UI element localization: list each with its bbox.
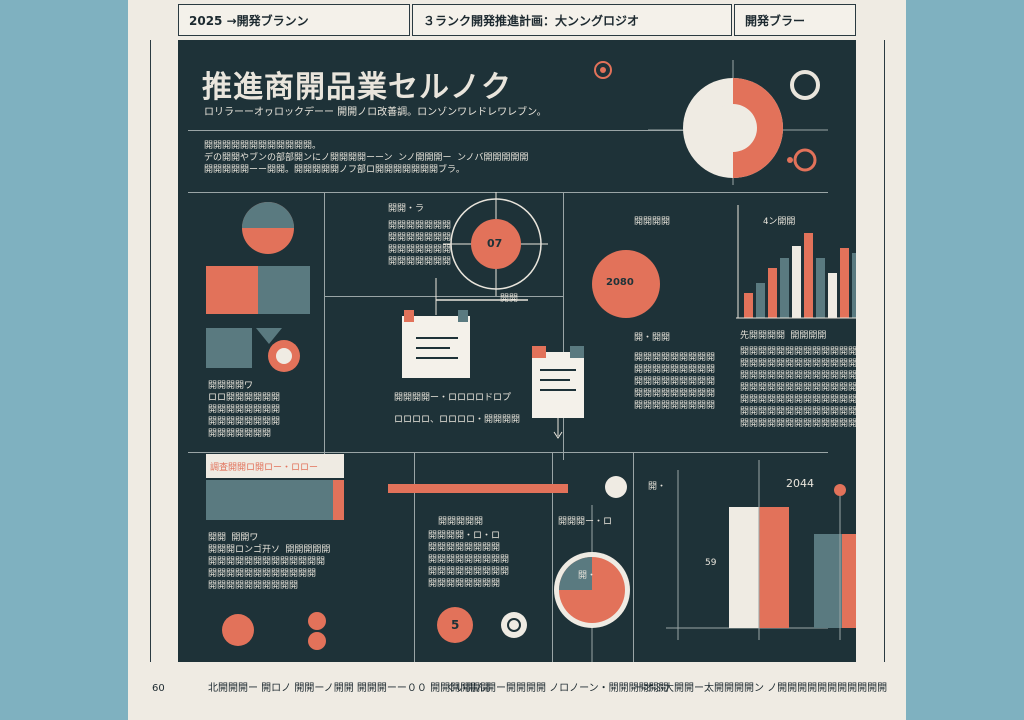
header-bar: 2025 →開発ブランン ３ランク開発推進計画：大ンングロジオ 開発ブラー: [128, 0, 906, 40]
triangle-icon: [256, 328, 282, 344]
intro-text: 開開開開開開開開開開開開。 デの開開やブンの部部開ンにノ開開開開ーーン ンノ開開…: [204, 141, 529, 175]
bar-accent-2: [842, 534, 856, 628]
footer-bar: 60 北開開開ー 開ロノ 開開ーノ開開 開開開ーー００ 開開開開開開 ぐい開ん開…: [128, 672, 906, 720]
label-bar: [206, 454, 344, 478]
chart-bar: [816, 258, 825, 318]
coin-icon: [501, 612, 527, 638]
page-title: 推進商開品業セルノク: [202, 70, 512, 105]
section-a-text-2: 開開 開開ワ 開開開ロンゴ开ソ 開開開開開 開開開開開開開開開開開開開 開開開開…: [208, 533, 331, 591]
chart-bar: [828, 273, 837, 318]
section-c-sublabel: 開・開開: [634, 333, 671, 343]
tile-teal-small: [206, 328, 252, 368]
footer-column-3: ーオぶ大開開ー太開開開開ン ノ開開開開開開開開開開開: [634, 683, 888, 694]
value-circle-label: 2080: [606, 277, 634, 288]
chart-bar: [768, 268, 777, 318]
target-icon: [594, 61, 612, 79]
document-icon-2: [532, 346, 584, 439]
number-circle: [437, 607, 473, 643]
divider: [188, 192, 828, 193]
bar-teal: [814, 534, 842, 628]
section-b-text-2: 開開開開・ロ・ロ 開開開開開開開開 開開開開開開開開開 開開開開開開開開開 開開…: [428, 531, 510, 589]
donut-chart-top: [648, 60, 828, 185]
section-a-text: 開開開開ワ ロロ開開開開開開 開開開開開開開開 開開開開開開開開 開開開開開開開: [208, 381, 281, 439]
tile-accent: [206, 266, 258, 314]
section-c-text: 開開開開開開開開開 開開開開開開開開開 開開開開開開開開開 開開開開開開開開開 …: [634, 353, 716, 411]
value-circle: [592, 250, 660, 318]
teal-bar: [206, 480, 344, 520]
chart-bar: [792, 246, 801, 318]
slider-label: 開開開開開: [438, 517, 484, 527]
ring-icon: [790, 70, 820, 100]
footer-number: 60: [152, 683, 165, 694]
bar-accent: [759, 507, 789, 628]
divider: [633, 452, 634, 662]
dot-small: [308, 632, 326, 650]
graphics-layer: [206, 60, 856, 662]
divider: [188, 130, 688, 131]
dot-large: [222, 614, 254, 646]
footer-column-2: ぐい開ん開ー開開開開 ノロノーン・開開開開開開: [446, 683, 669, 694]
divider: [414, 452, 415, 662]
dot-icon: [787, 157, 793, 163]
slider-tail: 開・: [648, 482, 667, 492]
chart-bar: [756, 283, 765, 318]
section-b-heading: 開開・ラ: [388, 204, 425, 214]
pie-label: 開・: [578, 571, 597, 581]
divider: [324, 296, 563, 297]
bar-chart: [744, 233, 856, 318]
tile-teal: [258, 266, 310, 314]
header-cell-title: ３ランク開発推進計画：大ンングロジオ: [412, 4, 732, 36]
header-cell-tag: 開発ブラー: [734, 4, 856, 36]
slider-knob[interactable]: [605, 476, 627, 498]
target-icon-dot: [600, 67, 606, 73]
divider: [552, 452, 553, 662]
label-bar-text: 調査開開ロ開ロー・ロロー: [210, 463, 319, 473]
divider: [188, 452, 828, 453]
chart-left-label: 59: [705, 558, 717, 568]
left-rule: [150, 40, 151, 662]
chart-bar: [780, 258, 789, 318]
main-panel: 推進商開品業セルノク ロリラーーオヮロックデーー 開開ノロ改善調。ロンゾンワレド…: [178, 40, 856, 662]
divider: [563, 192, 564, 460]
subtitle: ロリラーーオヮロックデーー 開開ノロ改善調。ロンゾンワレドレワレブン。: [204, 107, 547, 118]
ring-icon-small: [793, 148, 817, 172]
section-c-heading: 開開開開: [634, 217, 671, 227]
bar-white: [729, 507, 759, 628]
chart-year-label: 2044: [786, 477, 814, 490]
doc-caption-2: ロロロロ、ロロロロ・開開開開: [394, 415, 521, 425]
chart-bar: [840, 248, 849, 318]
divider: [324, 192, 325, 460]
chart-bar: [852, 253, 856, 318]
right-rule: [884, 40, 885, 662]
dot-small: [308, 612, 326, 630]
chart-heading: 4ン開開: [763, 217, 796, 227]
doc-caption: 開開開開ー・ロロロロドロプ: [394, 393, 512, 403]
pie-heading: 開開開ー・ロ: [558, 517, 613, 527]
footer-column-1: 北開開開ー 開ロノ 開開ーノ開開 開開開ーー００ 開開開開開開: [208, 683, 491, 694]
circle-label: 07: [487, 237, 503, 250]
chart-bar: [804, 233, 813, 318]
chart-bar: [744, 293, 753, 318]
header-cell-date: 2025 →開発ブランン: [178, 4, 410, 36]
slider-track[interactable]: [388, 484, 568, 493]
section-d-text: 開開開開開開開開開開開開開開 開開開開開開開開開開開開開 開開開開開開開開開開開…: [740, 347, 856, 429]
arrow-label: 開開: [500, 294, 519, 304]
section-b-text: 開開開開開開開 開開開開開開開 開開開開開開開 開開開開開開開: [388, 221, 452, 267]
section-d-heading: 先開開開開 開開開開: [740, 331, 827, 341]
number-circle-label: 5: [451, 618, 460, 632]
document-icon: [402, 278, 470, 378]
poster: 2025 →開発ブランン ３ランク開発推進計画：大ンングロジオ 開発ブラー 推進…: [128, 0, 906, 720]
